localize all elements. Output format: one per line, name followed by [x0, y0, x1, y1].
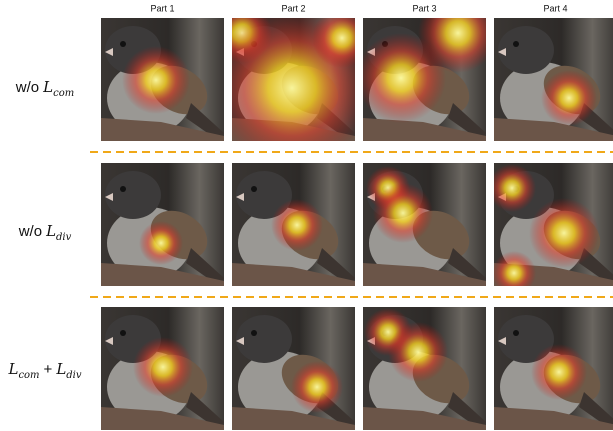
image-content — [101, 307, 224, 430]
label-text: L — [8, 360, 18, 378]
label-text: L — [56, 360, 66, 378]
bird-image — [494, 307, 613, 430]
bird-eye — [513, 41, 519, 47]
label-segment: w/o — [19, 223, 42, 240]
row-label: Lcom+Ldiv — [0, 360, 90, 381]
column-header: Part 2 — [281, 3, 305, 13]
label-segment: Ldiv — [46, 223, 71, 240]
image-content — [101, 163, 224, 286]
label-subscript: com — [53, 88, 74, 99]
figure: Part 1Part 2Part 3Part 4 w/oLcomw/oLdivL… — [0, 0, 613, 431]
image-content — [488, 163, 613, 295]
attention-heat — [541, 70, 597, 126]
bird-image — [212, 3, 372, 168]
label-subscript: div — [56, 232, 71, 243]
image-grid: Part 1 Part 2 Part 3 Part 4 — [0, 0, 613, 431]
image-content — [363, 307, 486, 430]
label-text: w/o — [16, 79, 39, 96]
label-segment: + — [44, 361, 53, 378]
column-header: Part 3 — [412, 3, 436, 13]
bird-image — [232, 163, 355, 286]
bird-image — [494, 18, 613, 141]
attention-heat — [291, 361, 343, 413]
bird-image — [101, 163, 224, 286]
attention-heat — [122, 46, 190, 114]
bird-eye — [120, 41, 126, 47]
column-header: Part 1 — [150, 3, 174, 13]
attention-heat — [492, 251, 536, 295]
bird-head — [236, 315, 292, 363]
bird-image — [356, 0, 498, 141]
label-segment: w/o — [16, 79, 39, 96]
bird-image — [101, 18, 224, 141]
image-content — [494, 307, 613, 430]
label-text: L — [43, 78, 53, 96]
label-subscript: div — [66, 370, 81, 381]
bird-image — [232, 307, 355, 430]
image-content — [363, 163, 486, 286]
attention-heat — [488, 164, 536, 212]
bird-eye — [251, 330, 257, 336]
image-content — [232, 307, 355, 430]
bird-image — [363, 163, 486, 286]
bird-head — [498, 26, 554, 74]
bird-eye — [120, 186, 126, 192]
image-content — [232, 163, 355, 286]
image-content — [356, 0, 498, 141]
label-text: + — [44, 361, 53, 378]
attention-heat — [373, 183, 433, 243]
image-content — [101, 18, 224, 141]
bird-eye — [513, 330, 519, 336]
attention-heat — [529, 198, 599, 268]
attention-heat — [271, 199, 323, 251]
label-text: w/o — [19, 223, 42, 240]
bird-eye — [120, 330, 126, 336]
bird-eye — [251, 186, 257, 192]
label-segment: Lcom — [43, 79, 74, 96]
label-segment: Lcom — [8, 361, 39, 378]
label-text: L — [46, 222, 56, 240]
attention-heat — [531, 344, 587, 400]
label-segment: Ldiv — [56, 361, 81, 378]
image-content — [494, 18, 613, 141]
column-header: Part 4 — [543, 3, 567, 13]
bird-head — [105, 171, 161, 219]
bird-image — [488, 163, 613, 295]
image-content — [212, 3, 372, 168]
attention-heat — [139, 221, 183, 265]
attention-heat — [388, 322, 448, 382]
bird-image — [101, 307, 224, 430]
attention-heat — [133, 337, 193, 397]
bird-image — [363, 307, 486, 430]
label-subscript: com — [18, 370, 39, 381]
